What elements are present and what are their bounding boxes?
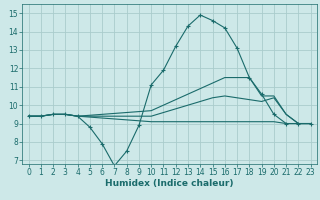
X-axis label: Humidex (Indice chaleur): Humidex (Indice chaleur) <box>105 179 234 188</box>
